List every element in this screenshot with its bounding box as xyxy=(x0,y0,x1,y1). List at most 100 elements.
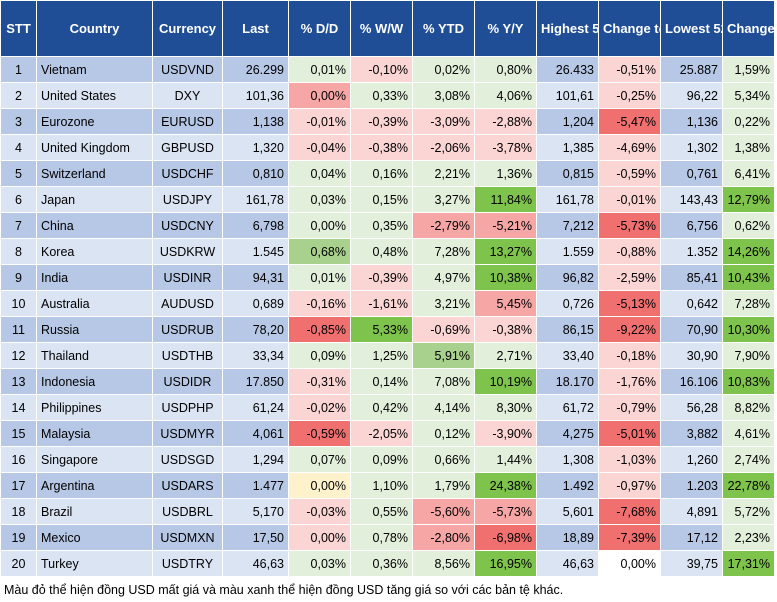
last-cell: 1.545 xyxy=(222,238,289,265)
dd-cell: 0,68% xyxy=(288,238,351,265)
country-cell: Korea xyxy=(36,238,153,265)
ytd-cell: -2,79% xyxy=(412,212,475,239)
change-l52w-cell: 4,61% xyxy=(722,420,775,447)
dd-cell: -0,04% xyxy=(288,134,351,161)
currency-table: STT Country Currency Last % D/D % W/W % … xyxy=(0,0,775,577)
ww-cell: 0,55% xyxy=(350,498,413,525)
ww-cell: -0,10% xyxy=(350,56,413,83)
dd-cell: -0,59% xyxy=(288,420,351,447)
country-cell: Switzerland xyxy=(36,160,153,187)
ytd-cell: 3,08% xyxy=(412,82,475,109)
stt-cell: 5 xyxy=(0,160,37,187)
currency-cell: USDARS xyxy=(152,472,223,499)
table-row: 20 Turkey USDTRY 46,63 0,03% 0,36% 8,56% 16,95%… xyxy=(0,550,775,577)
ytd-cell: -2,80% xyxy=(412,524,475,551)
table-body: 1 Vietnam USDVND 26.299 0,01% -0,10% 0,02% 0,80… xyxy=(0,56,775,577)
lowest-52w-cell: 1,260 xyxy=(660,446,723,473)
lowest-52w-cell: 39,75 xyxy=(660,550,723,577)
ww-cell: -0,39% xyxy=(350,108,413,135)
currency-cell: DXY xyxy=(152,82,223,109)
country-cell: China xyxy=(36,212,153,239)
lowest-52w-cell: 85,41 xyxy=(660,264,723,291)
ww-cell: -1,61% xyxy=(350,290,413,317)
ww-cell: 0,16% xyxy=(350,160,413,187)
country-cell: United States xyxy=(36,82,153,109)
currency-cell: USDKRW xyxy=(152,238,223,265)
lowest-52w-cell: 16.106 xyxy=(660,368,723,395)
change-h52w-cell: -0,51% xyxy=(598,56,661,83)
yy-cell: 24,38% xyxy=(474,472,537,499)
ww-cell: -0,39% xyxy=(350,264,413,291)
stt-cell: 4 xyxy=(0,134,37,161)
ww-cell: 0,48% xyxy=(350,238,413,265)
yy-cell: 4,06% xyxy=(474,82,537,109)
ww-cell: 1,10% xyxy=(350,472,413,499)
country-cell: Japan xyxy=(36,186,153,213)
table-row: 10 Australia AUDUSD 0,689 -0,16% -1,61% 3,21% 5… xyxy=(0,290,775,317)
stt-cell: 6 xyxy=(0,186,37,213)
country-cell: Indonesia xyxy=(36,368,153,395)
yy-cell: 8,30% xyxy=(474,394,537,421)
dd-cell: -0,01% xyxy=(288,108,351,135)
highest-52w-cell: 1,204 xyxy=(536,108,599,135)
ytd-cell: 7,08% xyxy=(412,368,475,395)
highest-52w-cell: 101,61 xyxy=(536,82,599,109)
last-cell: 46,63 xyxy=(222,550,289,577)
table-row: 4 United Kingdom GBPUSD 1,320 -0,04% -0,38% -2… xyxy=(0,134,775,161)
change-h52w-cell: -5,01% xyxy=(598,420,661,447)
country-cell: Thailand xyxy=(36,342,153,369)
ytd-cell: 5,91% xyxy=(412,342,475,369)
change-l52w-cell: 1,38% xyxy=(722,134,775,161)
lowest-52w-cell: 3,882 xyxy=(660,420,723,447)
header-ww: % W/W xyxy=(350,0,413,57)
currency-cell: USDTRY xyxy=(152,550,223,577)
last-cell: 161,78 xyxy=(222,186,289,213)
last-cell: 0,810 xyxy=(222,160,289,187)
dd-cell: 0,00% xyxy=(288,82,351,109)
yy-cell: 1,44% xyxy=(474,446,537,473)
highest-52w-cell: 61,72 xyxy=(536,394,599,421)
lowest-52w-cell: 1.203 xyxy=(660,472,723,499)
stt-cell: 12 xyxy=(0,342,37,369)
header-ytd: % YTD xyxy=(412,0,475,57)
ytd-cell: -3,09% xyxy=(412,108,475,135)
ww-cell: 1,25% xyxy=(350,342,413,369)
last-cell: 33,34 xyxy=(222,342,289,369)
stt-cell: 16 xyxy=(0,446,37,473)
lowest-52w-cell: 25.887 xyxy=(660,56,723,83)
lowest-52w-cell: 30,90 xyxy=(660,342,723,369)
currency-cell: GBPUSD xyxy=(152,134,223,161)
ytd-cell: 4,14% xyxy=(412,394,475,421)
currency-cell: USDPHP xyxy=(152,394,223,421)
currency-cell: USDSGD xyxy=(152,446,223,473)
yy-cell: 13,27% xyxy=(474,238,537,265)
table-row: 12 Thailand USDTHB 33,34 0,09% 1,25% 5,91% 2,71… xyxy=(0,342,775,369)
stt-cell: 11 xyxy=(0,316,37,343)
lowest-52w-cell: 4,891 xyxy=(660,498,723,525)
header-dd: % D/D xyxy=(288,0,351,57)
last-cell: 1.477 xyxy=(222,472,289,499)
yy-cell: 1,36% xyxy=(474,160,537,187)
last-cell: 0,689 xyxy=(222,290,289,317)
country-cell: India xyxy=(36,264,153,291)
change-h52w-cell: -7,68% xyxy=(598,498,661,525)
highest-52w-cell: 4,275 xyxy=(536,420,599,447)
dd-cell: 0,07% xyxy=(288,446,351,473)
ytd-cell: 4,97% xyxy=(412,264,475,291)
ytd-cell: 2,21% xyxy=(412,160,475,187)
currency-cell: USDMXN xyxy=(152,524,223,551)
table-row: 19 Mexico USDMXN 17,50 0,00% 0,78% -2,80% -6,98… xyxy=(0,524,775,551)
yy-cell: 2,71% xyxy=(474,342,537,369)
country-cell: Australia xyxy=(36,290,153,317)
currency-cell: EURUSD xyxy=(152,108,223,135)
ww-cell: 0,35% xyxy=(350,212,413,239)
yy-cell: -2,88% xyxy=(474,108,537,135)
change-l52w-cell: 14,26% xyxy=(722,238,775,265)
table-row: 9 India USDINR 94,31 0,01% -0,39% 4,97% 10,38% 9… xyxy=(0,264,775,291)
highest-52w-cell: 1.492 xyxy=(536,472,599,499)
change-l52w-cell: 6,41% xyxy=(722,160,775,187)
ytd-cell: 3,21% xyxy=(412,290,475,317)
ww-cell: 5,33% xyxy=(350,316,413,343)
ytd-cell: 8,56% xyxy=(412,550,475,577)
lowest-52w-cell: 0,642 xyxy=(660,290,723,317)
